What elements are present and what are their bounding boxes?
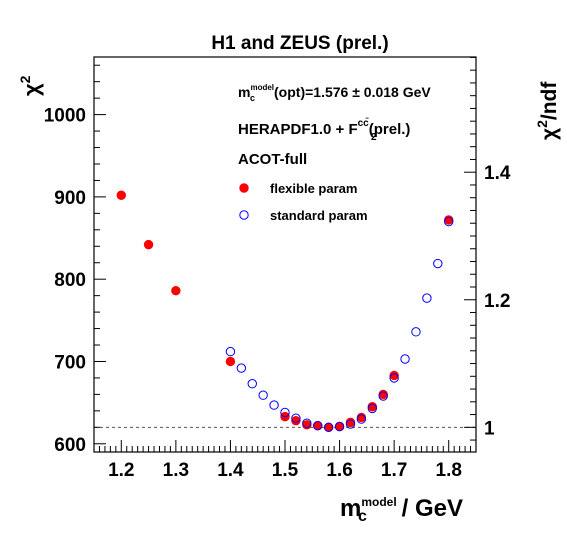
point-standard	[400, 354, 410, 364]
legend-marker-flexible	[239, 183, 249, 193]
point-standard	[367, 403, 378, 414]
point-flexible	[291, 416, 301, 426]
data-points-layer	[116, 190, 454, 433]
x-tick-label: 1.3	[163, 460, 189, 481]
x-axis-label: mmodel	[340, 495, 397, 522]
point-standard	[280, 407, 290, 418]
x-label-unit: / GeV	[395, 495, 463, 522]
point-standard	[411, 327, 421, 337]
annotation-pdf-sup: cc̄	[358, 117, 370, 129]
point-standard	[323, 422, 334, 433]
y-left-tick-label: 800	[54, 270, 86, 291]
point-standard	[247, 378, 257, 389]
y-left-label-main: χ	[19, 83, 44, 96]
x-label-main: m	[340, 495, 361, 522]
annotation-pdf-sub: 2	[371, 132, 377, 143]
point-standard	[236, 363, 247, 373]
annotation-opt-rest: (opt)=1.576 ± 0.018 GeV	[274, 84, 431, 100]
point-standard	[378, 391, 388, 401]
x-tick-label: 1.6	[326, 460, 352, 481]
point-flexible	[143, 239, 154, 250]
x-tick-label: 1.4	[217, 460, 244, 481]
x-tick-label: 1.8	[436, 460, 462, 481]
point-standard	[444, 216, 454, 227]
annotation-opt-sup: model	[250, 83, 274, 92]
point-standard	[356, 414, 367, 424]
y-left-tick-label: 600	[54, 435, 86, 456]
plot-frame	[93, 56, 477, 453]
point-standard	[225, 346, 236, 357]
x-tick-label: 1.5	[272, 460, 299, 481]
point-standard	[345, 419, 356, 429]
point-standard	[313, 420, 323, 431]
legend: flexible param standard param	[239, 181, 368, 223]
chart-title: H1 and ZEUS (prel.)	[211, 33, 388, 54]
annotation-pdf-pre: HERAPDF1.0 + F	[238, 121, 358, 138]
y-right-tick-label: 1	[484, 418, 495, 439]
legend-label-flexible: flexible param	[270, 181, 357, 196]
x-axis-ticks: 1.2 1.3 1.4 1.5 1.6 1.7 1.8	[93, 440, 477, 481]
x-tick-label: 1.7	[381, 460, 407, 481]
y-right-label-suffix: /ndf	[538, 81, 561, 120]
y-left-label-sup: 2	[17, 75, 33, 83]
y-left-tick-label: 700	[54, 352, 86, 373]
y-right-label-sup: 2	[534, 120, 550, 128]
annotation-opt-sub: c	[250, 93, 255, 103]
point-standard	[433, 258, 443, 269]
legend-label-standard: standard param	[270, 208, 368, 223]
point-standard	[291, 413, 301, 423]
y-axis-right-label: χ2/ndf	[534, 81, 561, 140]
point-standard	[422, 293, 432, 303]
x-label-sub: c	[358, 508, 367, 525]
y-axis-left-label: χ2	[17, 75, 44, 96]
y-left-tick-label: 900	[54, 188, 86, 209]
point-standard	[302, 418, 312, 428]
annotation-opt: mmodel(opt)=1.576 ± 0.018 GeV	[238, 83, 431, 100]
y-axis-right-ticks: 1 1.2 1.4	[464, 56, 511, 441]
point-flexible	[389, 370, 399, 381]
y-right-tick-label: 1.4	[484, 163, 511, 184]
legend-marker-standard	[239, 210, 249, 220]
y-right-label-main: χ	[538, 128, 561, 140]
point-flexible	[171, 286, 181, 296]
y-right-tick-label: 1.2	[484, 291, 510, 312]
point-standard	[334, 421, 345, 432]
point-flexible	[225, 356, 236, 367]
x-tick-label: 1.2	[108, 460, 134, 481]
annotation-pdf: HERAPDF1.0 + Fcc̄(prel.)	[238, 117, 410, 138]
y-axis-left-ticks: 600 700 800 900 1000	[44, 64, 106, 456]
annotation-opt-m: m	[238, 84, 250, 100]
annotation-pdf-rest: (prel.)	[369, 121, 411, 138]
x-label-sup: model	[361, 495, 396, 509]
y-left-tick-label: 1000	[44, 106, 86, 127]
annotation-scheme: ACOT-full	[238, 151, 307, 168]
point-standard	[258, 390, 268, 400]
point-standard	[269, 400, 279, 410]
point-standard	[389, 373, 399, 383]
point-flexible	[116, 190, 126, 200]
